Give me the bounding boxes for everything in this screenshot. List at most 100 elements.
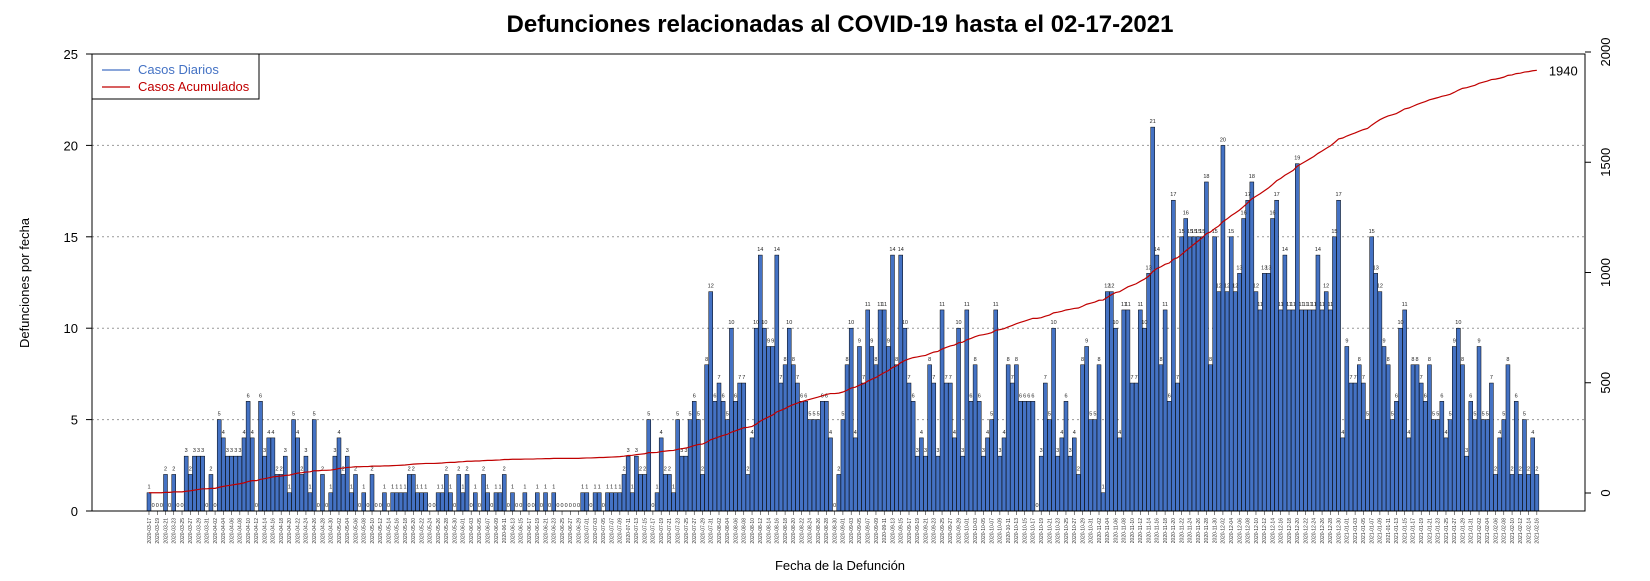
- bar: [906, 382, 912, 512]
- bar: [807, 419, 813, 512]
- bar-value-label: 8: [1428, 357, 1431, 363]
- x-tick-label: 2020-06-29: [576, 518, 582, 544]
- bar: [419, 492, 424, 512]
- bar-value-label: 14: [1154, 247, 1160, 253]
- bar: [311, 419, 317, 512]
- bar: [1059, 437, 1065, 512]
- bar: [782, 364, 788, 512]
- bar-value-label: 12: [1104, 284, 1110, 290]
- bar-value-label: 2: [445, 466, 448, 472]
- x-tick-label: 2020-07-09: [618, 518, 624, 544]
- bar-value-label: 1: [606, 485, 609, 491]
- bar-value-label: 0: [375, 503, 378, 509]
- bar: [1146, 273, 1151, 512]
- bar: [770, 346, 775, 512]
- bar-value-label: 18: [1249, 174, 1255, 180]
- bar-value-label: 1: [383, 485, 386, 491]
- bar-value-label: 0: [565, 503, 568, 509]
- bar-value-label: 12: [1224, 284, 1230, 290]
- bar: [353, 474, 358, 512]
- x-tick-label: 2020-05-16: [395, 518, 401, 544]
- bar: [869, 346, 875, 512]
- bar-value-label: 6: [800, 393, 803, 399]
- bar: [1179, 236, 1184, 512]
- x-tick-label: 2021-01-17: [1411, 518, 1417, 544]
- bar-value-label: 2: [172, 466, 175, 472]
- bar-value-label: 15: [1179, 229, 1185, 235]
- x-tick-label: 2021-01-09: [1378, 518, 1384, 544]
- bar: [1418, 382, 1424, 512]
- bar-value-label: 1: [656, 485, 659, 491]
- bar-value-label: 7: [1044, 375, 1047, 381]
- x-tick-label: 2020-04-22: [295, 518, 301, 544]
- bar: [299, 474, 305, 512]
- bar-value-label: 10: [848, 320, 854, 326]
- bar: [1038, 455, 1044, 512]
- bar-value-label: 3: [197, 448, 200, 454]
- bar: [1216, 291, 1222, 512]
- x-tick-label: 2020-08-20: [791, 518, 797, 544]
- bars: [146, 126, 1540, 512]
- bar-value-label: 7: [742, 375, 745, 381]
- bar: [609, 492, 614, 512]
- bar-value-label: 6: [1023, 393, 1026, 399]
- bar-value-label: 6: [734, 393, 737, 399]
- bar-value-label: 4: [920, 430, 923, 436]
- bar-value-label: 1: [614, 485, 617, 491]
- x-tick-label: 2020-03-23: [172, 518, 178, 544]
- x-tick-label: 2020-04-16: [271, 518, 277, 544]
- bar-value-label: 0: [156, 503, 159, 509]
- x-tick-label: 2021-02-06: [1493, 518, 1499, 544]
- bar: [1187, 236, 1193, 512]
- bar-value-label: 13: [1373, 265, 1379, 271]
- bar: [840, 419, 846, 512]
- bar: [1125, 309, 1131, 512]
- bar: [1377, 291, 1383, 512]
- x-tick-label: 2020-09-27: [948, 518, 954, 544]
- x-tick-label: 2020-07-19: [659, 518, 665, 544]
- bar-value-label: 0: [152, 503, 155, 509]
- x-tick-label: 2020-09-01: [841, 518, 847, 544]
- bar-value-label: 6: [912, 393, 915, 399]
- x-tick-label: 2020-04-18: [279, 518, 285, 544]
- y-tick-label: 5: [71, 413, 78, 428]
- x-tick-label: 2020-07-01: [585, 518, 591, 544]
- x-axis-title: Fecha de la Defunción: [775, 558, 905, 573]
- bar: [188, 474, 193, 512]
- bar-value-label: 1: [610, 485, 613, 491]
- bar-value-label: 12: [1377, 284, 1383, 290]
- x-tick-label: 2020-11-24: [1188, 518, 1194, 543]
- x-tick-label: 2020-06-17: [527, 518, 533, 544]
- bar-value-label: 4: [751, 430, 754, 436]
- bar: [749, 437, 755, 512]
- x-tick-label: 2020-09-07: [866, 518, 872, 544]
- bar-value-label: 7: [1135, 375, 1138, 381]
- bar-value-label: 2: [457, 466, 460, 472]
- x-tick-label: 2020-11-26: [1196, 518, 1202, 543]
- bar-value-label: 0: [160, 503, 163, 509]
- bar: [473, 492, 478, 512]
- x-tick-label: 2020-06-19: [535, 518, 541, 544]
- x-tick-label: 2020-11-12: [1138, 518, 1144, 543]
- bar-value-label: 7: [907, 375, 910, 381]
- bar-value-label: 1: [147, 485, 150, 491]
- x-tick-label: 2020-04-20: [287, 518, 293, 544]
- bar: [1315, 254, 1321, 512]
- bar-value-label: 5: [1432, 412, 1435, 418]
- bar: [1394, 401, 1399, 512]
- bar-value-label: 1: [631, 485, 634, 491]
- bar-value-label: 1: [350, 485, 353, 491]
- x-tick-label: 2020-06-13: [510, 518, 516, 544]
- bar-value-label: 4: [1407, 430, 1410, 436]
- bar-value-label: 5: [1048, 412, 1051, 418]
- bar: [605, 492, 610, 512]
- bar-value-label: 5: [841, 412, 844, 418]
- bar: [320, 474, 325, 512]
- bar: [1385, 364, 1391, 512]
- x-tick-label: 2020-10-27: [1072, 518, 1078, 544]
- bar-value-label: 15: [1228, 229, 1234, 235]
- bar-value-label: 12: [1232, 284, 1238, 290]
- bar-value-label: 5: [1523, 412, 1526, 418]
- bar: [1485, 419, 1490, 512]
- bar: [1043, 382, 1048, 512]
